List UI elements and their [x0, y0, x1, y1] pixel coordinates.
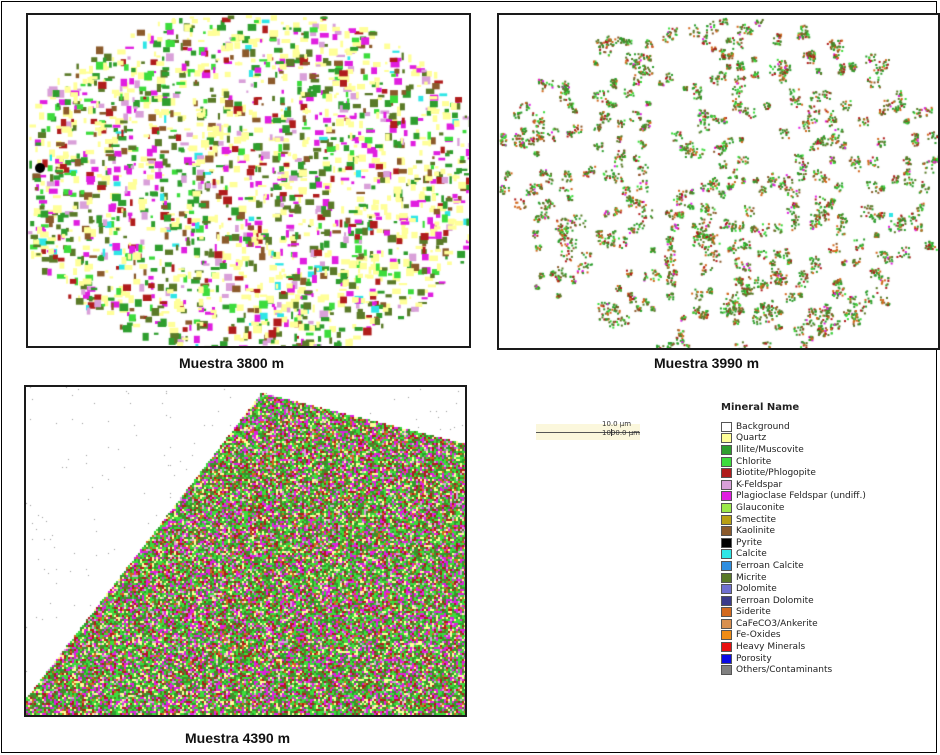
- sample-map-3800: [26, 13, 471, 348]
- sample-map-3990: [497, 13, 940, 350]
- legend-item: Porosity: [721, 653, 866, 665]
- legend-label: Kaolinite: [736, 526, 776, 537]
- legend-swatch: [721, 456, 732, 467]
- legend-item: Ferroan Dolomite: [721, 595, 866, 607]
- legend-item: Biotite/Phlogopite: [721, 467, 866, 479]
- legend-swatch: [721, 537, 732, 548]
- legend-swatch: [721, 653, 732, 664]
- legend-swatch: [721, 572, 732, 583]
- legend-item: Heavy Minerals: [721, 641, 866, 653]
- legend-item: Kaolinite: [721, 525, 866, 537]
- legend-label: Dolomite: [736, 584, 777, 595]
- legend-swatch: [721, 514, 732, 525]
- legend-list: Background Quartz Illite/Muscovite Chlorite…: [721, 421, 866, 676]
- legend-label: Porosity: [736, 653, 772, 664]
- legend-label: Background: [736, 421, 790, 432]
- legend-swatch: [721, 549, 732, 560]
- legend-swatch: [721, 433, 732, 444]
- legend-item: Others/Contaminants: [721, 664, 866, 676]
- legend-swatch: [721, 468, 732, 479]
- legend-item: K-Feldspar: [721, 479, 866, 491]
- legend-swatch: [721, 479, 732, 490]
- legend-label: Ferroan Dolomite: [736, 595, 814, 606]
- legend-swatch: [721, 502, 732, 513]
- legend-swatch: [721, 444, 732, 455]
- scale-bar: [536, 424, 640, 440]
- legend-item: Dolomite: [721, 583, 866, 595]
- legend-swatch: [721, 618, 732, 629]
- legend-label: Glauconite: [736, 502, 785, 513]
- legend-swatch: [721, 526, 732, 537]
- legend-swatch: [721, 421, 732, 432]
- legend-item: Glauconite: [721, 502, 866, 514]
- legend-swatch: [721, 607, 732, 618]
- legend-label: K-Feldspar: [736, 479, 783, 490]
- legend-swatch: [721, 665, 732, 676]
- legend-label: Fe-Oxides: [736, 630, 781, 641]
- legend-item: Micrite: [721, 572, 866, 584]
- legend-label: Ferroan Calcite: [736, 560, 804, 571]
- caption-3990: Muestra 3990 m: [654, 355, 760, 371]
- legend-swatch: [721, 491, 732, 502]
- legend-swatch: [721, 630, 732, 641]
- legend-label: CaFeCO3/Ankerite: [736, 618, 818, 629]
- legend-item: Chlorite: [721, 456, 866, 468]
- legend-item: Siderite: [721, 607, 866, 619]
- legend-label: Siderite: [736, 607, 771, 618]
- legend-label: Smectite: [736, 514, 777, 525]
- caption-3800: Muestra 3800 m: [179, 355, 285, 371]
- legend-title: Mineral Name: [721, 402, 800, 413]
- legend-item: Plagioclase Feldspar (undiff.): [721, 491, 866, 503]
- scale-label-large: 1000.0 µm: [602, 429, 640, 437]
- legend-item: Calcite: [721, 549, 866, 561]
- legend-label: Chlorite: [736, 456, 772, 467]
- legend-label: Pyrite: [736, 537, 763, 548]
- legend-item: Ferroan Calcite: [721, 560, 866, 572]
- legend-label: Biotite/Phlogopite: [736, 468, 816, 479]
- legend-label: Illite/Muscovite: [736, 444, 804, 455]
- sample-map-4390: [24, 385, 467, 717]
- legend-swatch: [721, 560, 732, 571]
- legend-item: Illite/Muscovite: [721, 444, 866, 456]
- legend-swatch: [721, 595, 732, 606]
- scale-label-small: 10.0 µm: [602, 420, 632, 428]
- mineral-legend: 10.0 µm 1000.0 µm Mineral Name Backgroun…: [520, 393, 925, 715]
- legend-item: Smectite: [721, 514, 866, 526]
- legend-item: CaFeCO3/Ankerite: [721, 618, 866, 630]
- legend-swatch: [721, 584, 732, 595]
- scale-tick: [611, 429, 612, 436]
- legend-item: Quartz: [721, 433, 866, 445]
- legend-label: Quartz: [736, 433, 767, 444]
- legend-item: Fe-Oxides: [721, 630, 866, 642]
- legend-label: Plagioclase Feldspar (undiff.): [736, 491, 866, 502]
- caption-4390: Muestra 4390 m: [185, 730, 291, 746]
- legend-label: Micrite: [736, 572, 767, 583]
- legend-label: Others/Contaminants: [736, 665, 833, 676]
- legend-item: Background: [721, 421, 866, 433]
- legend-label: Heavy Minerals: [736, 642, 806, 653]
- scale-line: [536, 432, 640, 433]
- legend-label: Calcite: [736, 549, 767, 560]
- legend-swatch: [721, 642, 732, 653]
- legend-item: Pyrite: [721, 537, 866, 549]
